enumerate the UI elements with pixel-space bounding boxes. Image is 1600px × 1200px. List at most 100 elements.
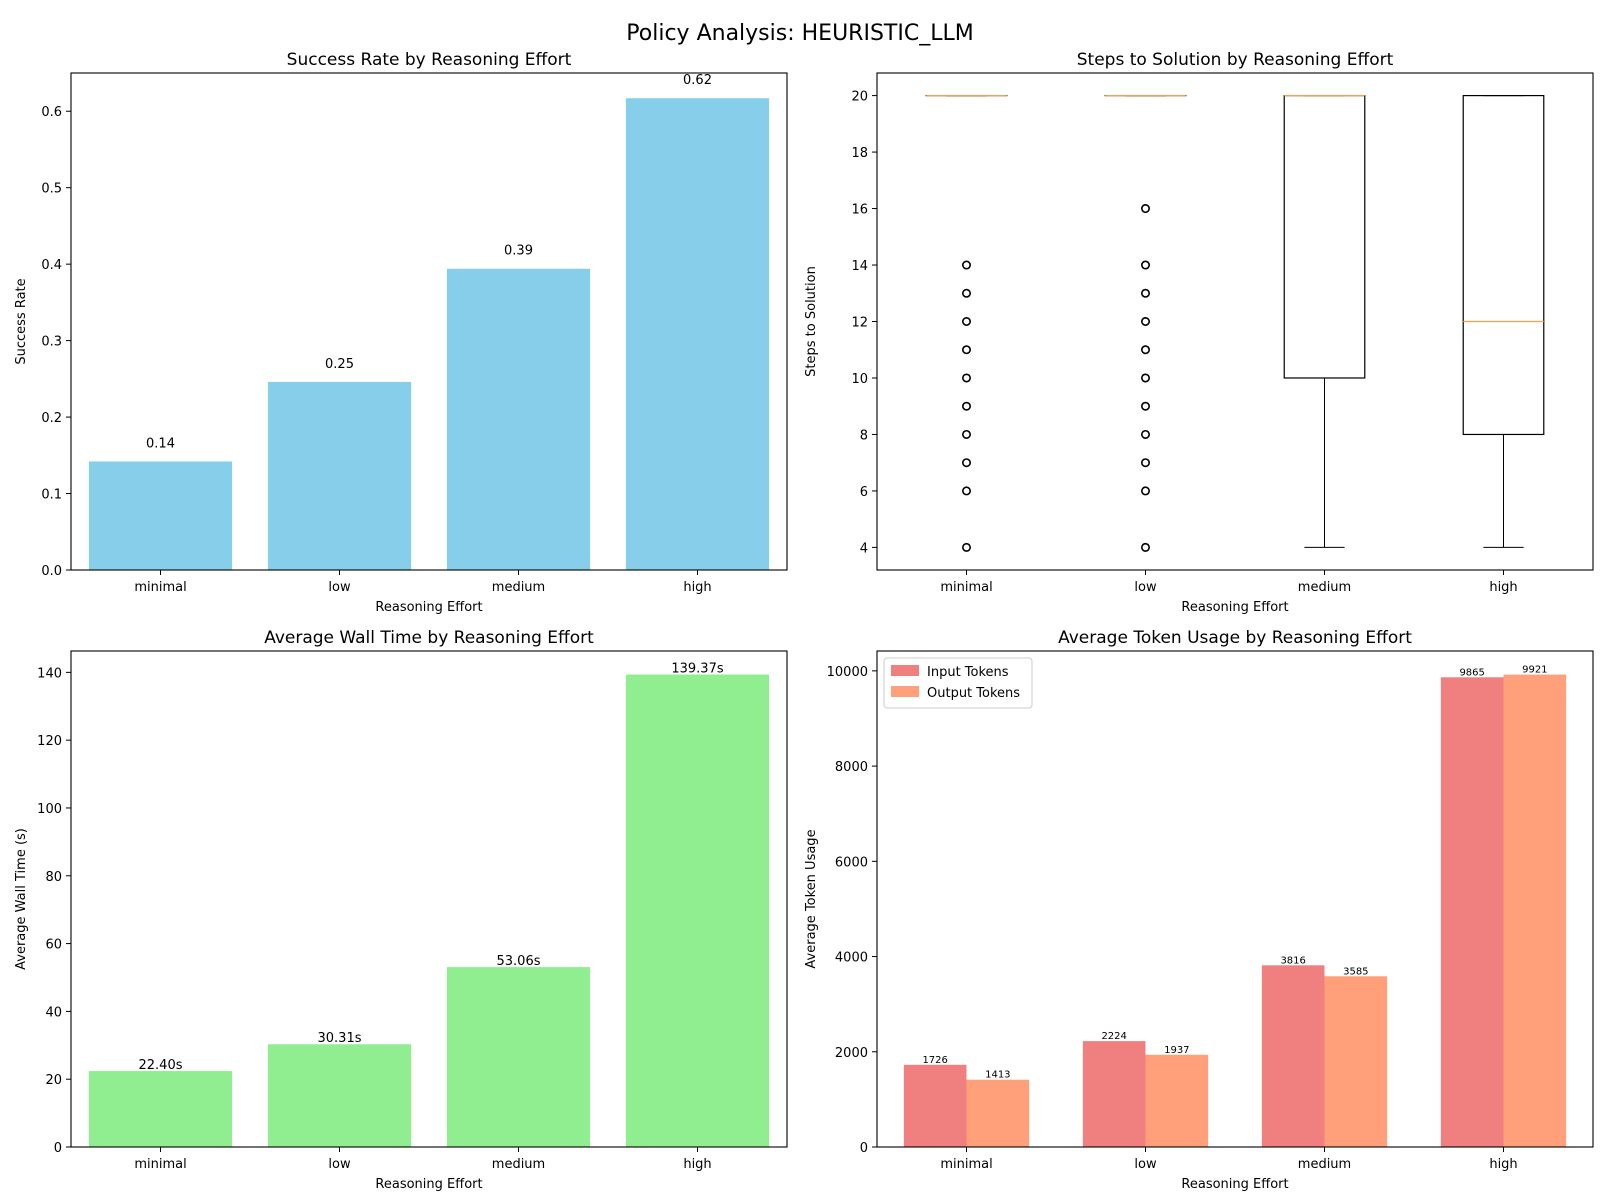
y-tick-label: 8 — [860, 428, 868, 443]
x-tick-label: low — [328, 1157, 351, 1172]
y-tick-label: 20 — [45, 1073, 62, 1088]
bar-low — [267, 1044, 412, 1147]
box-iqr — [1462, 94, 1545, 436]
y-axis-label: Success Rate — [14, 278, 29, 364]
y-tick-label: 40 — [45, 1005, 62, 1020]
y-tick-label: 18 — [851, 146, 868, 161]
bar-minimal — [88, 461, 233, 570]
bar-input-tokens-minimal — [903, 1064, 967, 1147]
outlier-point — [1141, 486, 1151, 496]
x-tick-label: minimal — [940, 580, 992, 595]
bar-value-label: 1937 — [1164, 1045, 1189, 1056]
bar-value-label: 1726 — [922, 1055, 947, 1066]
outlier-point — [1141, 204, 1151, 214]
y-tick-label: 0 — [54, 1141, 62, 1156]
bar-value-label: 1413 — [985, 1070, 1010, 1081]
y-tick-label: 0.5 — [41, 182, 62, 197]
chart-panel-1: Success Rate by Reasoning Effort 0.0 0.1 0.… — [14, 50, 788, 615]
outlier-point — [961, 316, 971, 326]
outlier-point — [1141, 401, 1151, 411]
chart-title: Steps to Solution by Reasoning Effort — [1077, 50, 1394, 70]
x-tick-label: high — [683, 580, 711, 595]
y-tick-label: 6000 — [835, 855, 868, 870]
chart-title: Success Rate by Reasoning Effort — [287, 50, 572, 70]
axes-frame — [70, 650, 788, 1148]
bar-value-label: 0.25 — [325, 357, 354, 372]
y-tick-label: 16 — [851, 203, 868, 218]
x-axis-label: Reasoning Effort — [375, 600, 482, 615]
legend-swatch — [891, 686, 919, 697]
x-tick-label: high — [1489, 580, 1517, 595]
y-axis-label: Steps to Solution — [804, 266, 819, 377]
outlier-point — [1141, 345, 1151, 355]
y-tick-label: 120 — [37, 734, 62, 749]
y-tick-label: 0.0 — [41, 564, 62, 579]
outlier-point — [961, 429, 971, 439]
legend-label: Output Tokens — [927, 686, 1020, 701]
bar-value-label: 139.37s — [671, 661, 723, 676]
box-high — [1462, 94, 1545, 548]
y-tick-label: 0.1 — [41, 488, 62, 503]
x-tick-label: high — [1489, 1157, 1517, 1172]
chart-title: Average Token Usage by Reasoning Effort — [1058, 628, 1412, 648]
bar-value-label: 9921 — [1522, 665, 1547, 676]
x-tick-label: low — [328, 580, 351, 595]
y-tick-label: 8000 — [835, 760, 868, 775]
bar-output-tokens-high — [1503, 674, 1567, 1147]
x-tick-label: minimal — [134, 580, 186, 595]
bar-input-tokens-medium — [1261, 965, 1325, 1147]
box-medium — [1283, 94, 1366, 548]
y-tick-label: 0.3 — [41, 335, 62, 350]
y-tick-label: 12 — [851, 316, 868, 331]
y-tick-label: 10000 — [827, 665, 868, 680]
y-tick-label: 0.2 — [41, 411, 62, 426]
outlier-point — [961, 401, 971, 411]
legend: Input Tokens Output Tokens — [883, 657, 1033, 709]
y-axis-label: Average Wall Time (s) — [14, 828, 29, 970]
y-tick-label: 14 — [851, 259, 868, 274]
bar-value-label: 0.62 — [683, 73, 712, 88]
outlier-point — [961, 288, 971, 298]
x-tick-label: low — [1134, 580, 1157, 595]
bar-value-label: 0.39 — [504, 244, 533, 259]
bar-input-tokens-high — [1440, 677, 1504, 1147]
bar-value-label: 53.06s — [497, 954, 541, 969]
outlier-point — [1141, 288, 1151, 298]
legend-swatch — [891, 665, 919, 676]
figure-suptitle: Policy Analysis: HEURISTIC_LLM — [626, 21, 973, 46]
x-tick-label: medium — [1298, 1157, 1351, 1172]
y-tick-label: 0.6 — [41, 105, 62, 120]
bar-low — [267, 381, 412, 570]
y-tick-label: 6 — [860, 485, 868, 500]
outlier-point — [961, 260, 971, 270]
x-axis-label: Reasoning Effort — [1181, 600, 1288, 615]
bar-value-label: 2224 — [1101, 1031, 1126, 1042]
outlier-point — [961, 486, 971, 496]
bar-value-label: 9865 — [1459, 667, 1484, 678]
outlier-point — [1141, 260, 1151, 270]
x-tick-label: medium — [492, 1157, 545, 1172]
bar-value-label: 3585 — [1343, 966, 1368, 977]
box-low — [1104, 94, 1187, 552]
outlier-point — [1141, 316, 1151, 326]
bar-value-label: 3816 — [1280, 955, 1305, 966]
chart-panel-3: Average Wall Time by Reasoning Effort 0 20… — [14, 628, 788, 1192]
y-tick-label: 0 — [860, 1141, 868, 1156]
x-axis-label: Reasoning Effort — [1181, 1177, 1288, 1192]
bar-input-tokens-low — [1082, 1041, 1146, 1147]
x-tick-label: low — [1134, 1157, 1157, 1172]
bar-output-tokens-low — [1145, 1054, 1209, 1147]
axes-frame — [876, 650, 1594, 1148]
legend-label: Input Tokens — [927, 665, 1009, 680]
outlier-point — [961, 458, 971, 468]
x-tick-label: medium — [492, 580, 545, 595]
outlier-point — [1141, 542, 1151, 552]
x-axis-label: Reasoning Effort — [375, 1177, 482, 1192]
bar-medium — [446, 967, 591, 1147]
bar-minimal — [88, 1071, 233, 1147]
x-tick-label: high — [683, 1157, 711, 1172]
y-tick-label: 4000 — [835, 951, 868, 966]
bar-high — [625, 98, 770, 571]
y-tick-label: 10 — [851, 372, 868, 387]
